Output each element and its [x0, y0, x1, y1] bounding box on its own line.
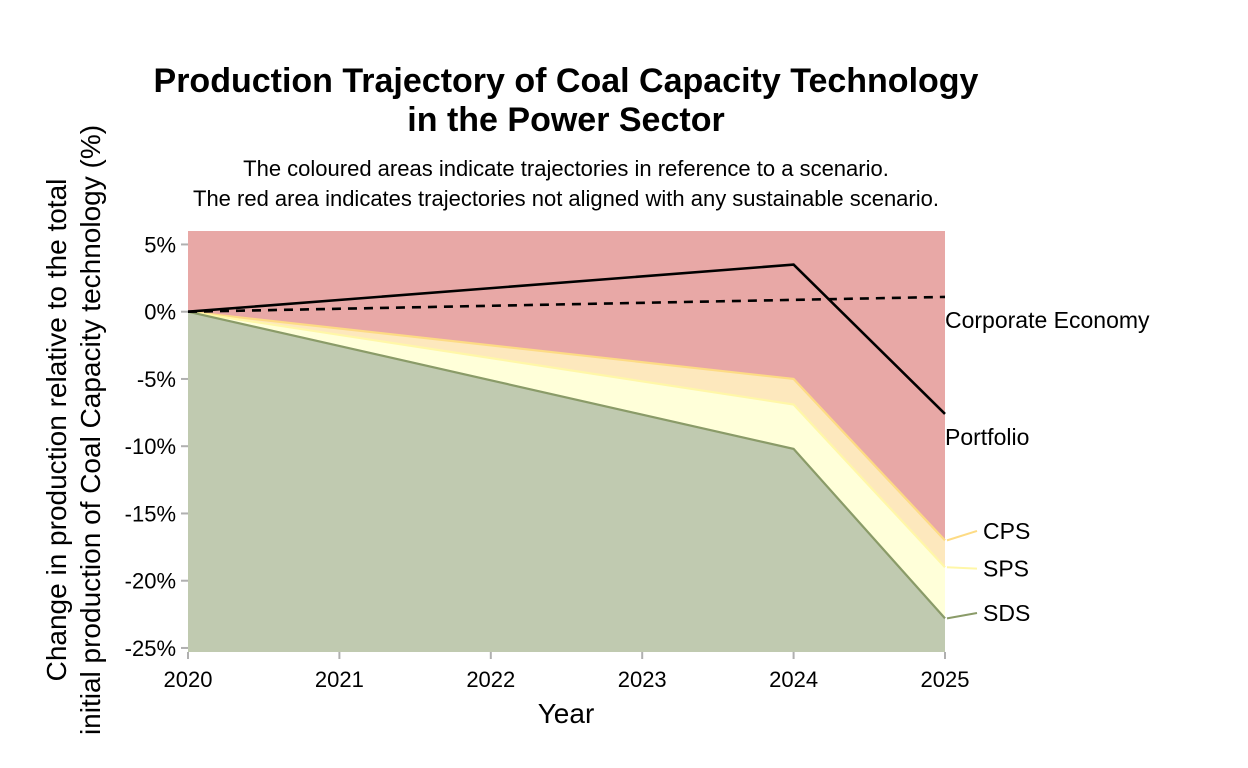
y-tick-label: 5%: [144, 232, 176, 257]
series-label-sps: SPS: [983, 556, 1029, 582]
y-tick-label: 0%: [144, 300, 176, 325]
y-tick-label: -5%: [137, 367, 176, 392]
y-tick-label: -25%: [125, 636, 176, 661]
x-tick-label: 2021: [315, 667, 364, 692]
series-line-cps: [187, 310, 946, 542]
band-sds-band: [188, 311, 945, 652]
x-tick-label: 2023: [618, 667, 667, 692]
series-label-corporate-economy: Corporate Economy: [945, 307, 1150, 333]
y-axis-label: Change in production relative to the tot…: [41, 125, 106, 735]
series-labels: Portfolio Corporate Economy CPS SPS SDS: [945, 307, 1150, 626]
chart-title-line-2: in the Power Sector: [407, 101, 724, 139]
series-label-portfolio: Portfolio: [945, 424, 1029, 450]
series-label-sds: SDS: [983, 600, 1030, 626]
axes: 5% 0% -5% -10% -15% -20% -25% 2020 2021 2022 2023 2…: [125, 232, 970, 692]
chart-title: Production Trajectory of Coal Capacity T…: [154, 62, 979, 139]
scenario-bands: [188, 231, 945, 652]
x-tick-label: 2022: [466, 667, 515, 692]
series-line-sps: [187, 310, 946, 569]
series-lines: [187, 263, 946, 620]
chart-subtitle-line-2: The red area indicates trajectories not …: [193, 186, 939, 211]
series-label-cps: CPS: [983, 518, 1030, 544]
label-leader-sps: [946, 566, 978, 570]
series-line-portfolio: [187, 263, 946, 415]
x-tick-label: 2024: [769, 667, 818, 692]
y-axis-label-line-1: Change in production relative to the tot…: [41, 179, 72, 682]
series-line-corporate-economy: [187, 295, 946, 314]
label-leader-sds: [946, 612, 978, 620]
series-line-sds: [187, 310, 946, 620]
x-tick-label: 2020: [164, 667, 213, 692]
x-axis-label: Year: [538, 698, 595, 729]
chart-subtitle-line-1: The coloured areas indicate trajectories…: [243, 156, 889, 181]
label-leader-cps: [946, 529, 978, 542]
chart-subtitle: The coloured areas indicate trajectories…: [193, 156, 939, 211]
y-tick-label: -10%: [125, 434, 176, 459]
x-tick-label: 2025: [921, 667, 970, 692]
y-axis-label-line-2: initial production of Coal Capacity tech…: [75, 125, 106, 735]
chart-title-line-1: Production Trajectory of Coal Capacity T…: [154, 62, 979, 100]
y-tick-label: -20%: [125, 569, 176, 594]
y-tick-label: -15%: [125, 501, 176, 526]
